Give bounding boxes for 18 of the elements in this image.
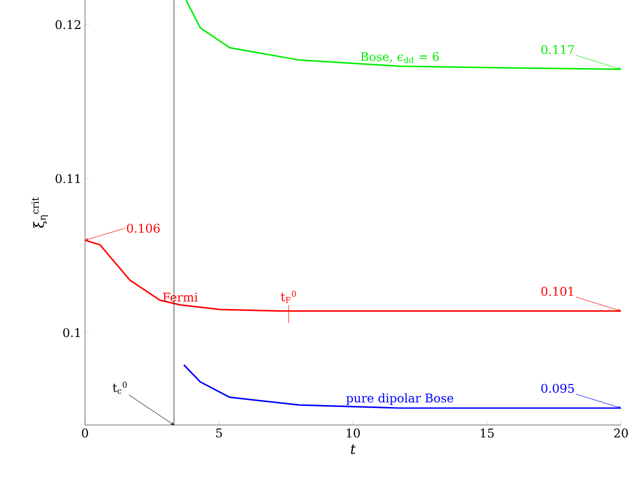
- y-tick-label: 0.1: [63, 328, 80, 338]
- annotation: 0.101: [541, 286, 574, 296]
- x-axis-title: t: [350, 444, 356, 454]
- x-tick-label: 5: [216, 428, 222, 438]
- annotation: 0.106: [126, 224, 160, 233]
- annotation: 0.117: [541, 45, 574, 54]
- series-label: pure dipolar Bose: [346, 393, 454, 405]
- y-axis-title: ξ$_{η}$crit: [31, 197, 48, 228]
- x-tick-label: 20: [614, 428, 628, 438]
- x-tick-label: 10: [346, 428, 360, 438]
- annotation: 0.095: [541, 384, 574, 393]
- x-tick-label: 15: [480, 428, 494, 438]
- series-label: Fermi: [163, 292, 198, 302]
- y-tick-label: 0.11: [56, 174, 80, 184]
- series-label: Bose, ϵ$_{dd}$ = 6: [360, 52, 439, 64]
- x-tick-label: 0: [82, 428, 88, 438]
- point: [85, 238, 89, 241]
- y-tick-label: 0.12: [56, 20, 80, 30]
